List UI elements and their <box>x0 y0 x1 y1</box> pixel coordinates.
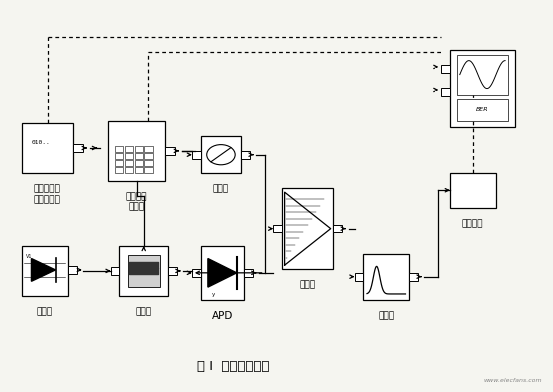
Text: 衰减器: 衰减器 <box>212 185 229 194</box>
FancyBboxPatch shape <box>244 269 253 277</box>
FancyBboxPatch shape <box>457 99 508 121</box>
Text: 脉冲信号
发生器: 脉冲信号 发生器 <box>126 192 148 212</box>
FancyBboxPatch shape <box>111 267 119 275</box>
FancyBboxPatch shape <box>192 151 201 158</box>
FancyBboxPatch shape <box>73 144 83 152</box>
FancyBboxPatch shape <box>450 50 515 127</box>
Circle shape <box>207 145 235 165</box>
FancyBboxPatch shape <box>282 188 333 269</box>
Text: 滤波器: 滤波器 <box>378 311 395 320</box>
FancyBboxPatch shape <box>134 167 143 173</box>
FancyBboxPatch shape <box>125 146 133 152</box>
FancyBboxPatch shape <box>108 121 165 181</box>
FancyBboxPatch shape <box>68 266 76 274</box>
FancyBboxPatch shape <box>144 160 153 166</box>
FancyBboxPatch shape <box>134 153 143 159</box>
FancyBboxPatch shape <box>441 89 450 96</box>
FancyBboxPatch shape <box>192 269 201 277</box>
Text: 010..: 010.. <box>32 140 51 145</box>
Text: BER: BER <box>476 107 489 113</box>
FancyBboxPatch shape <box>128 255 160 287</box>
FancyBboxPatch shape <box>354 273 363 281</box>
Polygon shape <box>285 192 331 265</box>
FancyBboxPatch shape <box>22 123 73 173</box>
FancyBboxPatch shape <box>241 151 250 158</box>
FancyBboxPatch shape <box>134 160 143 166</box>
FancyBboxPatch shape <box>134 146 143 152</box>
FancyBboxPatch shape <box>144 146 153 152</box>
FancyBboxPatch shape <box>125 160 133 166</box>
FancyBboxPatch shape <box>144 167 153 173</box>
FancyBboxPatch shape <box>115 160 123 166</box>
FancyBboxPatch shape <box>333 225 342 232</box>
FancyBboxPatch shape <box>119 246 168 296</box>
FancyBboxPatch shape <box>363 254 409 300</box>
FancyBboxPatch shape <box>125 153 133 159</box>
Text: 数据恢复: 数据恢复 <box>462 219 483 228</box>
Text: 调制器: 调制器 <box>135 307 152 316</box>
Polygon shape <box>32 259 55 281</box>
Text: y: y <box>212 292 215 297</box>
FancyBboxPatch shape <box>115 153 123 159</box>
FancyBboxPatch shape <box>273 225 282 232</box>
Text: 激光器: 激光器 <box>36 307 53 316</box>
Text: 伪随机序列
信号发生器: 伪随机序列 信号发生器 <box>34 185 61 204</box>
Polygon shape <box>208 259 237 287</box>
Text: 放大器: 放大器 <box>299 281 315 290</box>
FancyBboxPatch shape <box>168 267 177 275</box>
FancyBboxPatch shape <box>441 65 450 73</box>
FancyBboxPatch shape <box>450 173 496 207</box>
FancyBboxPatch shape <box>457 54 508 94</box>
Text: 图 I  系统俼真模型: 图 I 系统俼真模型 <box>197 361 269 374</box>
FancyBboxPatch shape <box>409 273 418 281</box>
FancyBboxPatch shape <box>125 167 133 173</box>
FancyBboxPatch shape <box>115 146 123 152</box>
FancyBboxPatch shape <box>201 246 244 300</box>
Text: V1: V1 <box>26 254 33 260</box>
Text: www.elecfans.com: www.elecfans.com <box>483 378 542 383</box>
FancyBboxPatch shape <box>201 136 241 173</box>
FancyBboxPatch shape <box>22 246 68 296</box>
FancyBboxPatch shape <box>115 167 123 173</box>
FancyBboxPatch shape <box>144 153 153 159</box>
Text: APD: APD <box>212 311 233 321</box>
FancyBboxPatch shape <box>165 147 175 155</box>
